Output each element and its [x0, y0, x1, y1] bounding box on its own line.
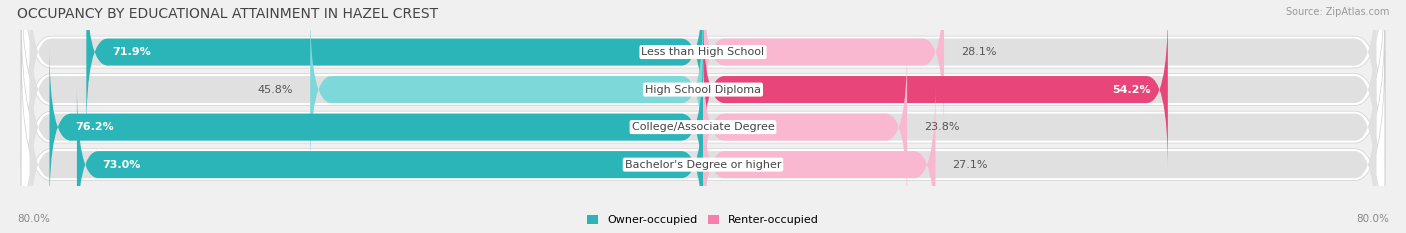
- Text: 45.8%: 45.8%: [257, 85, 292, 95]
- Text: 80.0%: 80.0%: [17, 214, 49, 224]
- Text: 27.1%: 27.1%: [953, 160, 988, 170]
- Text: Bachelor's Degree or higher: Bachelor's Degree or higher: [624, 160, 782, 170]
- Legend: Owner-occupied, Renter-occupied: Owner-occupied, Renter-occupied: [586, 215, 820, 225]
- FancyBboxPatch shape: [30, 9, 1376, 170]
- Text: 80.0%: 80.0%: [1357, 214, 1389, 224]
- Text: 54.2%: 54.2%: [1112, 85, 1150, 95]
- FancyBboxPatch shape: [30, 0, 1376, 132]
- Text: High School Diploma: High School Diploma: [645, 85, 761, 95]
- FancyBboxPatch shape: [703, 84, 935, 233]
- FancyBboxPatch shape: [77, 84, 703, 233]
- Text: 71.9%: 71.9%: [112, 47, 150, 57]
- FancyBboxPatch shape: [21, 12, 1385, 233]
- FancyBboxPatch shape: [30, 47, 1376, 207]
- Text: 76.2%: 76.2%: [75, 122, 114, 132]
- FancyBboxPatch shape: [21, 0, 1385, 205]
- Text: Source: ZipAtlas.com: Source: ZipAtlas.com: [1285, 7, 1389, 17]
- Text: OCCUPANCY BY EDUCATIONAL ATTAINMENT IN HAZEL CREST: OCCUPANCY BY EDUCATIONAL ATTAINMENT IN H…: [17, 7, 439, 21]
- FancyBboxPatch shape: [703, 47, 907, 207]
- FancyBboxPatch shape: [703, 0, 943, 132]
- FancyBboxPatch shape: [30, 84, 1376, 233]
- Text: 23.8%: 23.8%: [924, 122, 960, 132]
- Text: College/Associate Degree: College/Associate Degree: [631, 122, 775, 132]
- Text: 28.1%: 28.1%: [962, 47, 997, 57]
- FancyBboxPatch shape: [21, 0, 1385, 168]
- FancyBboxPatch shape: [49, 47, 703, 207]
- FancyBboxPatch shape: [311, 9, 703, 170]
- Text: Less than High School: Less than High School: [641, 47, 765, 57]
- FancyBboxPatch shape: [21, 49, 1385, 233]
- FancyBboxPatch shape: [703, 9, 1168, 170]
- FancyBboxPatch shape: [86, 0, 703, 132]
- Text: 73.0%: 73.0%: [103, 160, 141, 170]
